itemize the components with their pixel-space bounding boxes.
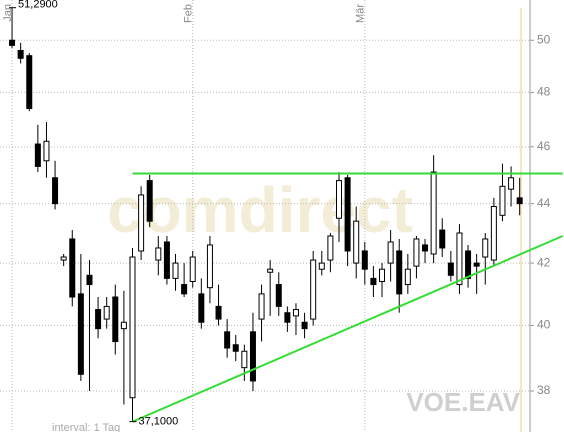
x-tick-label: Jan xyxy=(2,4,14,22)
x-tick-label: Feb xyxy=(183,4,195,23)
candle-body xyxy=(172,262,179,279)
candle-body xyxy=(120,321,127,330)
annotation: 37,1000 xyxy=(139,416,179,428)
candle-body xyxy=(206,244,213,289)
y-tick-label: 50 xyxy=(537,32,551,46)
candle-body xyxy=(129,256,136,399)
candle-body xyxy=(310,259,317,320)
candle-body xyxy=(86,274,93,286)
candle-body xyxy=(301,321,308,330)
candle-body xyxy=(198,293,205,323)
candle-body xyxy=(155,247,162,261)
candle-body xyxy=(439,229,446,249)
candle-body xyxy=(396,250,403,295)
candle-body xyxy=(26,55,33,110)
candle-body xyxy=(284,312,291,323)
candle-body xyxy=(335,180,342,219)
x-tick-label: Mär xyxy=(355,4,367,23)
candle-body xyxy=(292,309,299,317)
y-tick-label: 40 xyxy=(537,318,551,332)
candle-body xyxy=(447,262,454,276)
candle-body xyxy=(267,268,274,273)
footer: interval: 1 Tag xyxy=(52,422,120,432)
candle-body xyxy=(163,241,170,279)
candle-body xyxy=(456,232,463,286)
candle-body xyxy=(404,268,411,286)
watermark: comdirect xyxy=(107,174,413,246)
candle-body xyxy=(60,256,67,261)
candle-body xyxy=(490,206,497,261)
candle-body xyxy=(9,39,16,46)
candle-body xyxy=(465,250,472,279)
candle-body xyxy=(112,296,119,343)
y-tick-label: 42 xyxy=(537,255,551,269)
symbol: VOE.EAV xyxy=(406,387,520,417)
candle-body xyxy=(361,250,368,270)
candle-body xyxy=(52,177,59,205)
candle-body xyxy=(473,262,480,267)
candle-body xyxy=(77,293,84,375)
candle-body xyxy=(353,220,360,264)
candle-body xyxy=(422,244,429,252)
y-tick-label: 44 xyxy=(537,196,551,210)
candle-body xyxy=(258,293,265,320)
candle-body xyxy=(181,284,188,295)
candle-body xyxy=(34,143,41,167)
candle-body xyxy=(215,305,222,320)
candle-body xyxy=(103,305,110,320)
candle-body xyxy=(344,177,351,252)
trendline xyxy=(132,235,564,423)
y-tick-label: 38 xyxy=(537,383,551,397)
candle-body xyxy=(379,268,386,282)
y-tick-label: 46 xyxy=(537,139,551,153)
candle-body xyxy=(430,171,437,255)
candle-body xyxy=(370,277,377,286)
candle-body xyxy=(146,180,153,222)
candle-body xyxy=(387,241,394,264)
candle-body xyxy=(232,344,239,352)
candle-body xyxy=(413,238,420,267)
y-tick-label: 48 xyxy=(537,85,551,99)
candle-body xyxy=(482,238,489,258)
candle-body xyxy=(516,197,523,205)
candle-body xyxy=(327,235,334,261)
candle-body xyxy=(69,238,76,298)
candle-body xyxy=(318,262,325,270)
candle-body xyxy=(95,309,102,330)
candle-body xyxy=(508,177,515,190)
candle-body xyxy=(241,350,248,369)
candle-body xyxy=(43,140,50,162)
candle-body xyxy=(17,50,24,59)
candle-body xyxy=(499,185,506,216)
candle-body xyxy=(138,194,145,252)
annotation: 51,2900 xyxy=(18,0,58,11)
candle-body xyxy=(249,331,256,382)
candle-body xyxy=(189,256,196,282)
candle-body xyxy=(275,284,282,307)
candle-body xyxy=(224,331,231,349)
